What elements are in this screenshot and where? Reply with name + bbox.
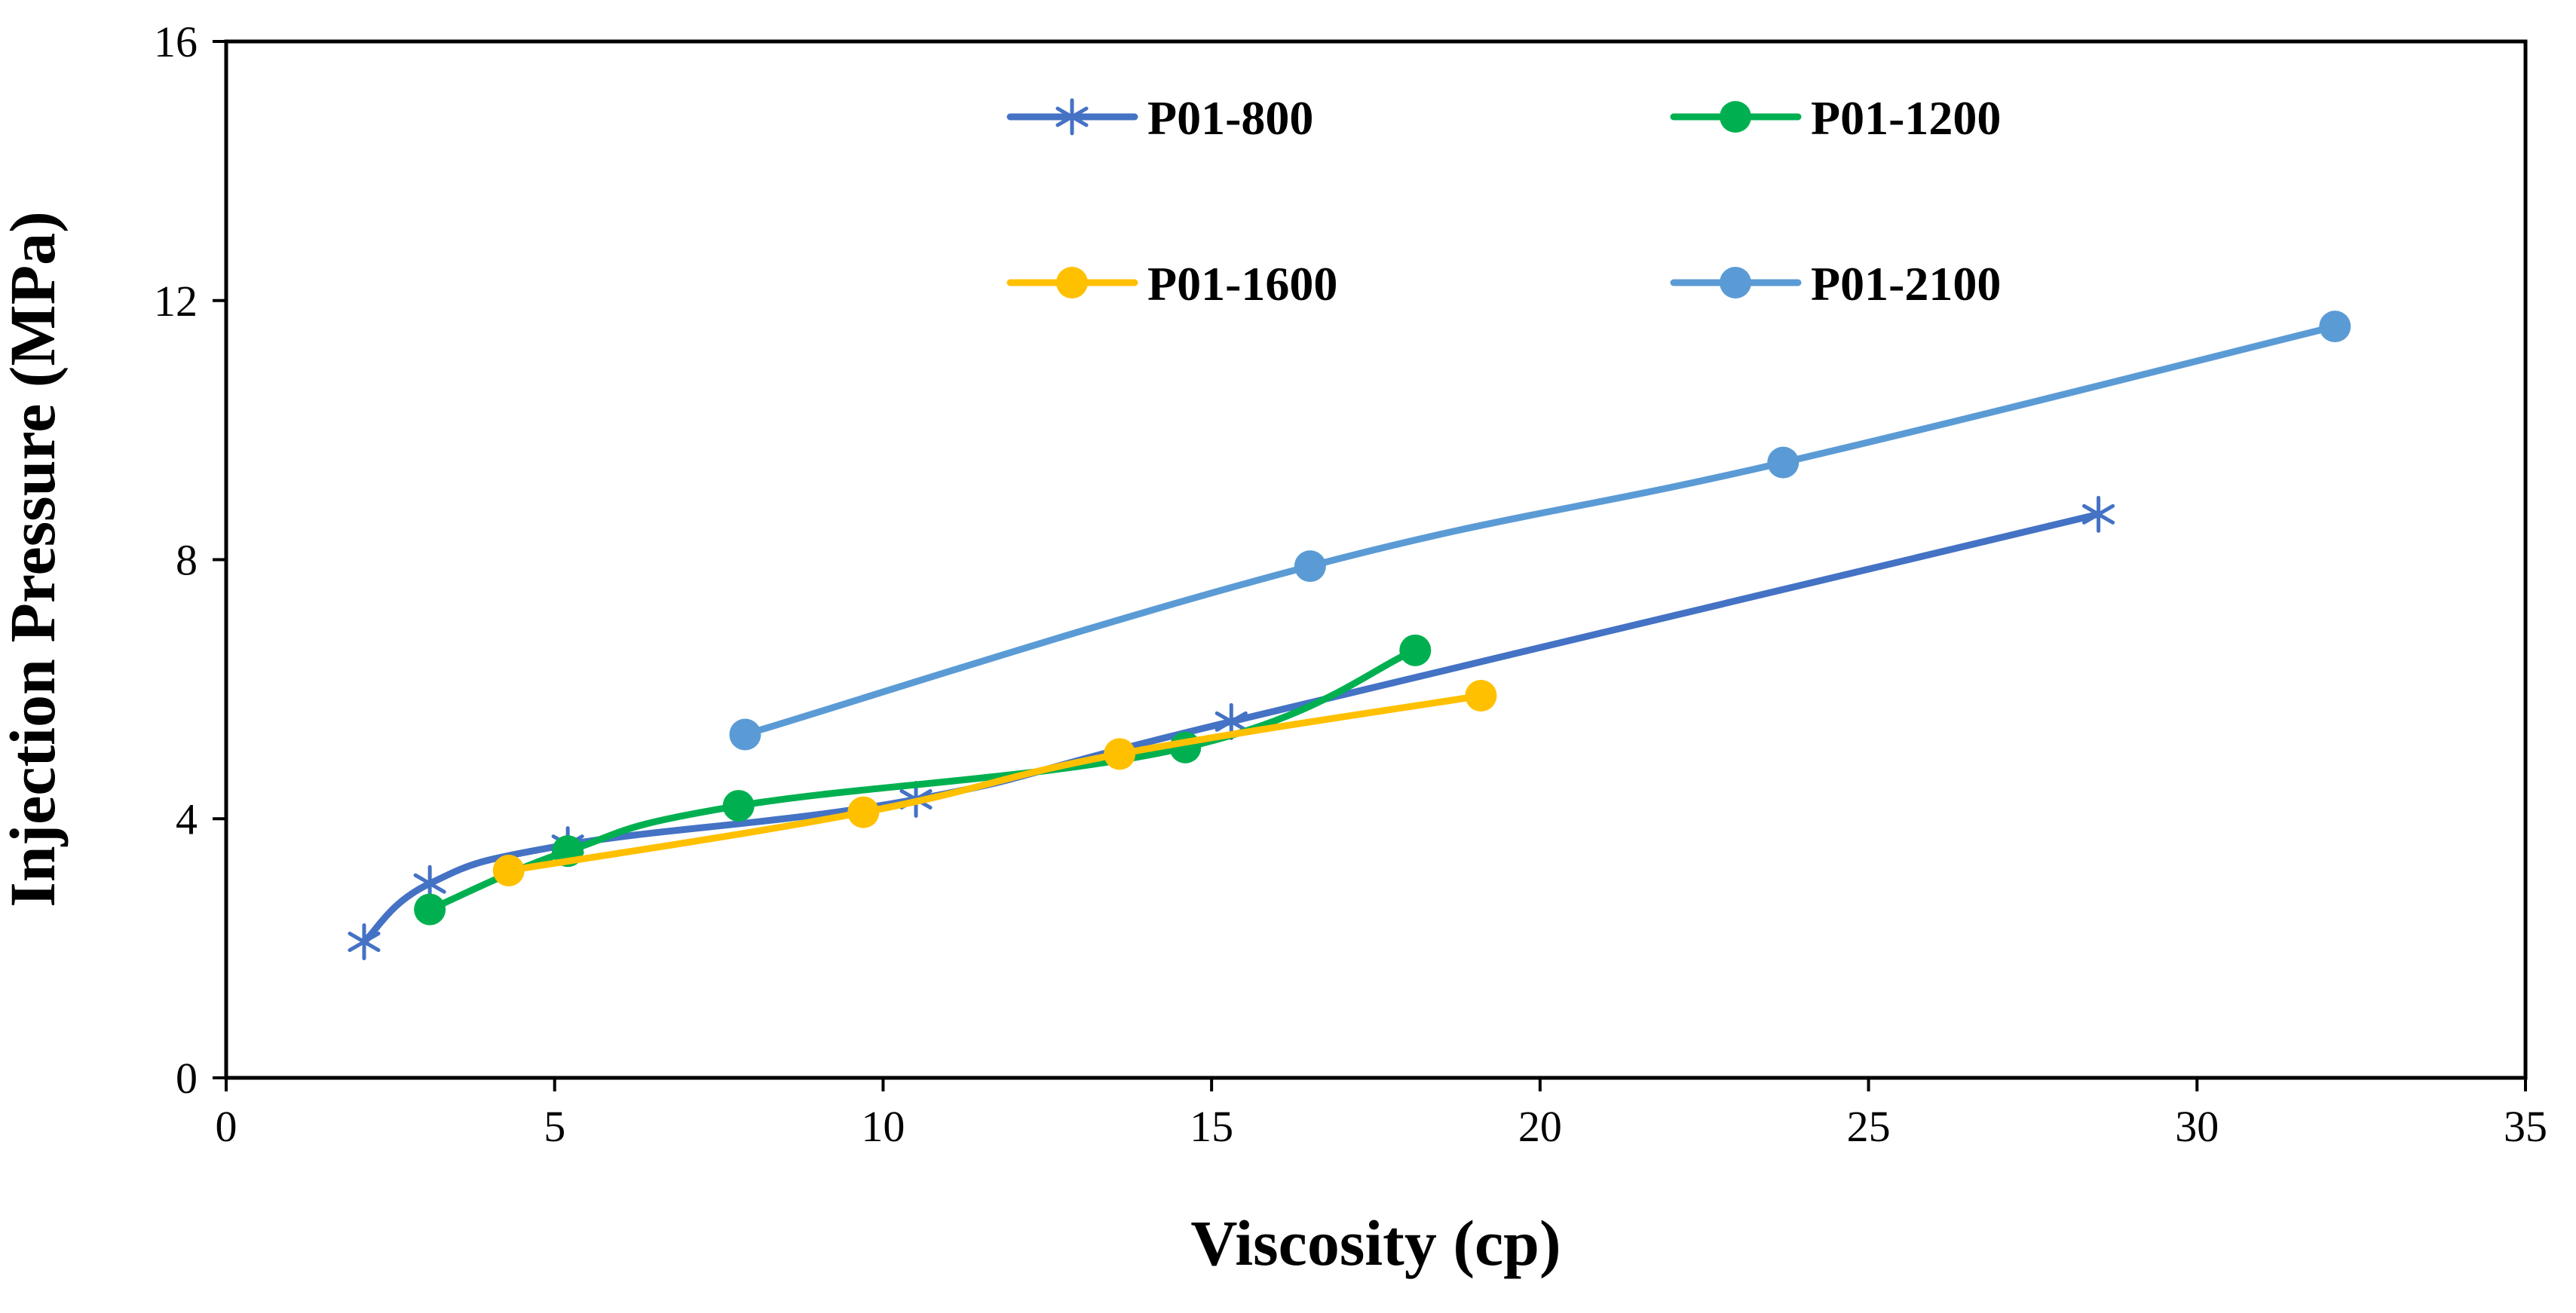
y-tick-label: 0 bbox=[176, 1054, 198, 1103]
legend-entry-p01-2100: P01-2100 bbox=[1670, 257, 2001, 311]
legend-entry-p01-1600: P01-1600 bbox=[1006, 257, 1337, 311]
data-point-p01-1200 bbox=[722, 790, 755, 822]
data-point-p01-800 bbox=[2082, 495, 2115, 533]
data-point-p01-1600 bbox=[492, 855, 525, 886]
data-point-p01-2100 bbox=[729, 718, 761, 751]
data-point-p01-1600 bbox=[1104, 738, 1136, 770]
x-axis-title: Viscosity (cp) bbox=[1190, 1207, 1561, 1279]
legend-label-p01-2100: P01-2100 bbox=[1811, 257, 2001, 311]
legend-label-p01-1600: P01-1600 bbox=[1147, 257, 1337, 311]
data-point-p01-1600 bbox=[1465, 679, 1497, 712]
series-line-p01-2100 bbox=[741, 323, 2339, 738]
legend: P01-800 P01-1200 P01-1600 P01-2100 bbox=[1006, 91, 2001, 311]
y-tick-label: 4 bbox=[176, 794, 198, 843]
series-p01-2100 bbox=[729, 311, 2351, 751]
legend-marker-p01-1200 bbox=[1720, 101, 1751, 133]
x-tick-label: 0 bbox=[216, 1102, 237, 1151]
x-tick-label: 5 bbox=[544, 1102, 565, 1151]
x-tick-label: 15 bbox=[1190, 1102, 1233, 1151]
series-p01-1600 bbox=[492, 679, 1497, 886]
y-tick-label: 12 bbox=[154, 277, 198, 326]
data-point-p01-800 bbox=[348, 923, 381, 961]
axis-layer: 0 5 10 15 20 25 30 35 0 4 8 12 16 bbox=[154, 17, 2547, 1151]
legend-marker-p01-800 bbox=[1055, 98, 1089, 136]
x-tick-label: 10 bbox=[861, 1102, 905, 1151]
legend-entry-p01-800: P01-800 bbox=[1006, 91, 1313, 145]
legend-marker-p01-1600 bbox=[1056, 267, 1088, 298]
data-point-p01-1600 bbox=[847, 796, 880, 828]
series-line-p01-1200 bbox=[426, 647, 1419, 914]
data-point-p01-2100 bbox=[1294, 550, 1326, 583]
legend-label-p01-1200: P01-1200 bbox=[1811, 91, 2001, 145]
x-tick-label: 30 bbox=[2175, 1102, 2219, 1151]
legend-entry-p01-1200: P01-1200 bbox=[1670, 91, 2001, 145]
data-point-p01-2100 bbox=[1767, 446, 1800, 479]
data-point-p01-1200 bbox=[414, 893, 446, 926]
x-tick-label: 20 bbox=[1518, 1102, 1562, 1151]
legend-marker-p01-2100 bbox=[1720, 267, 1751, 298]
y-tick-label: 16 bbox=[154, 17, 198, 66]
series-line-p01-1600 bbox=[505, 692, 1484, 874]
data-point-p01-2100 bbox=[2319, 311, 2351, 343]
y-axis-title: Injection Pressure (MPa) bbox=[0, 211, 69, 907]
data-point-p01-1200 bbox=[1399, 634, 1432, 666]
x-tick-label: 35 bbox=[2504, 1102, 2547, 1151]
legend-label-p01-800: P01-800 bbox=[1147, 91, 1313, 145]
y-tick-label: 8 bbox=[176, 536, 198, 585]
series-layer bbox=[348, 311, 2351, 961]
x-tick-label: 25 bbox=[1847, 1102, 1891, 1151]
